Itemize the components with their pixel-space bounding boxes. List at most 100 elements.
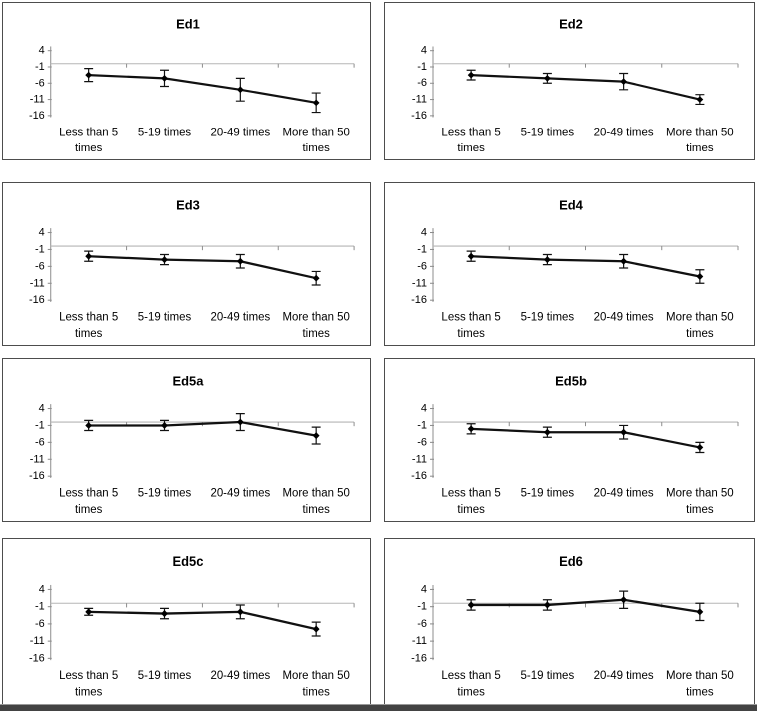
y-tick-label: -6 bbox=[35, 77, 45, 89]
x-tick-label: Less than 5 bbox=[441, 486, 500, 499]
x-tick-label: 5-19 times bbox=[521, 669, 575, 682]
chart-title: Ed1 bbox=[176, 17, 200, 32]
data-point-marker bbox=[161, 256, 168, 264]
y-tick-label: -1 bbox=[35, 419, 45, 431]
y-tick-label: -6 bbox=[417, 77, 427, 89]
x-tick-label: More than 50 bbox=[283, 126, 350, 138]
x-tick-label: 20-49 times bbox=[210, 486, 270, 499]
y-tick-label: -11 bbox=[30, 277, 45, 289]
data-point-marker bbox=[620, 596, 628, 604]
data-point-marker bbox=[161, 610, 168, 618]
y-tick-label: 4 bbox=[421, 226, 427, 238]
y-tick-label: -11 bbox=[30, 94, 45, 106]
x-tick-label-line2: times bbox=[686, 503, 714, 516]
series-line bbox=[88, 255, 317, 280]
x-tick-label-line2: times bbox=[686, 142, 714, 154]
series-line bbox=[88, 610, 317, 631]
data-point-marker bbox=[543, 256, 551, 264]
y-tick-label: -1 bbox=[417, 601, 427, 613]
data-point-marker bbox=[236, 608, 244, 616]
y-tick-label: -6 bbox=[417, 260, 427, 272]
x-tick-label-line2: times bbox=[457, 503, 485, 516]
chart-title: Ed3 bbox=[176, 197, 200, 212]
data-point-marker bbox=[161, 75, 168, 82]
x-tick-label: 5-19 times bbox=[521, 126, 575, 138]
chart-panel-ed2: Ed2 4 -1 -6 -11 -16 Less than 5 times 5-19 times… bbox=[384, 2, 755, 160]
x-tick-label: 20-49 times bbox=[210, 669, 270, 682]
y-tick-label: -16 bbox=[411, 294, 427, 306]
x-tick-label: More than 50 bbox=[666, 310, 734, 323]
x-tick-label-line2: times bbox=[75, 142, 103, 154]
data-point-marker bbox=[236, 418, 244, 426]
x-tick-label-line2: times bbox=[303, 327, 331, 340]
y-tick-label: -1 bbox=[417, 243, 427, 255]
chart-ed2: Ed2 4 -1 -6 -11 -16 Less than 5 times 5-19 times… bbox=[411, 17, 739, 154]
series-line bbox=[471, 598, 701, 613]
x-tick-label: 5-19 times bbox=[138, 486, 192, 499]
chart-ed5c: Ed5c 4 -1 -6 -11 -16 Less than 5 times 5-19 time… bbox=[29, 554, 355, 699]
y-tick-label: -6 bbox=[417, 436, 427, 448]
chart-panel-ed5b: Ed5b 4 -1 -6 -11 -16 Less than 5 times 5-19 time… bbox=[384, 358, 755, 522]
series-line bbox=[88, 420, 317, 437]
chart-title: Ed5c bbox=[173, 554, 204, 569]
chart-title: Ed6 bbox=[559, 554, 583, 569]
x-tick-label: Less than 5 bbox=[59, 126, 118, 138]
y-tick-label: 4 bbox=[421, 402, 427, 414]
series-line bbox=[88, 74, 317, 104]
x-tick-label-line2: times bbox=[303, 685, 330, 698]
chart-ed1: Ed1 4 -1 -6 -11 -16 Less than 5 times 5-19 times… bbox=[29, 17, 355, 154]
data-point-marker bbox=[85, 71, 93, 79]
data-point-marker bbox=[312, 625, 320, 633]
y-tick-label: -16 bbox=[29, 470, 45, 482]
y-tick-label: -11 bbox=[30, 453, 45, 465]
chart-panel-ed6: Ed6 4 -1 -6 -11 -16 Less than 5 times 5-19 times… bbox=[384, 538, 755, 705]
x-tick-label-line2: times bbox=[303, 503, 331, 516]
y-tick-label: -11 bbox=[412, 94, 427, 106]
data-point-marker bbox=[620, 78, 628, 85]
data-point-marker bbox=[467, 601, 475, 609]
y-tick-label: 4 bbox=[39, 402, 45, 414]
data-point-marker bbox=[85, 421, 93, 429]
data-point-marker bbox=[312, 432, 320, 440]
y-tick-label: -1 bbox=[35, 601, 45, 613]
y-tick-label: -6 bbox=[35, 260, 45, 272]
chart-ed3: Ed3 4 -1 -6 -11 -16 Less than 5 times 5-19 times… bbox=[29, 197, 355, 340]
x-tick-label-line2: times bbox=[75, 327, 103, 340]
y-tick-label: -1 bbox=[417, 61, 427, 73]
x-tick-label-line2: times bbox=[457, 142, 485, 154]
y-tick-label: -16 bbox=[29, 652, 45, 664]
data-point-marker bbox=[696, 608, 704, 616]
figure-bottom-edge bbox=[0, 704, 757, 711]
y-tick-label: -16 bbox=[29, 294, 45, 306]
x-tick-label: 20-49 times bbox=[211, 126, 271, 138]
data-point-marker bbox=[696, 96, 704, 103]
y-tick-label: 4 bbox=[39, 45, 45, 57]
data-point-marker bbox=[236, 86, 244, 94]
y-tick-label: -16 bbox=[29, 110, 45, 122]
data-point-marker bbox=[161, 421, 168, 429]
y-tick-label: -1 bbox=[35, 243, 45, 255]
chart-panel-ed1: Ed1 4 -1 -6 -11 -16 Less than 5 times 5-19 times… bbox=[2, 2, 371, 160]
y-tick-label: -16 bbox=[411, 470, 427, 482]
data-point-marker bbox=[312, 274, 320, 282]
y-tick-label: -11 bbox=[30, 635, 45, 647]
x-tick-label-line2: times bbox=[75, 685, 102, 698]
x-tick-label-line2: times bbox=[686, 685, 714, 698]
chart-panel-ed5a: Ed5a 4 -1 -6 -11 -16 Less than 5 times 5-19 time… bbox=[2, 358, 371, 522]
x-tick-label: 20-49 times bbox=[594, 486, 654, 499]
y-tick-label: -6 bbox=[35, 436, 45, 448]
chart-title: Ed4 bbox=[559, 198, 583, 213]
x-tick-label: Less than 5 bbox=[441, 310, 500, 323]
x-tick-label: Less than 5 bbox=[59, 669, 119, 682]
chart-title: Ed5b bbox=[555, 374, 587, 389]
series-line bbox=[471, 427, 701, 449]
x-tick-label-line2: times bbox=[686, 327, 714, 340]
x-tick-label: 5-19 times bbox=[138, 126, 192, 138]
chart-ed5b: Ed5b 4 -1 -6 -11 -16 Less than 5 times 5-19 time… bbox=[411, 374, 739, 516]
series-line bbox=[471, 74, 701, 101]
y-tick-label: -11 bbox=[412, 453, 427, 465]
x-tick-label: 20-49 times bbox=[594, 126, 654, 138]
x-tick-label-line2: times bbox=[75, 503, 103, 516]
x-tick-label: 5-19 times bbox=[521, 486, 575, 499]
